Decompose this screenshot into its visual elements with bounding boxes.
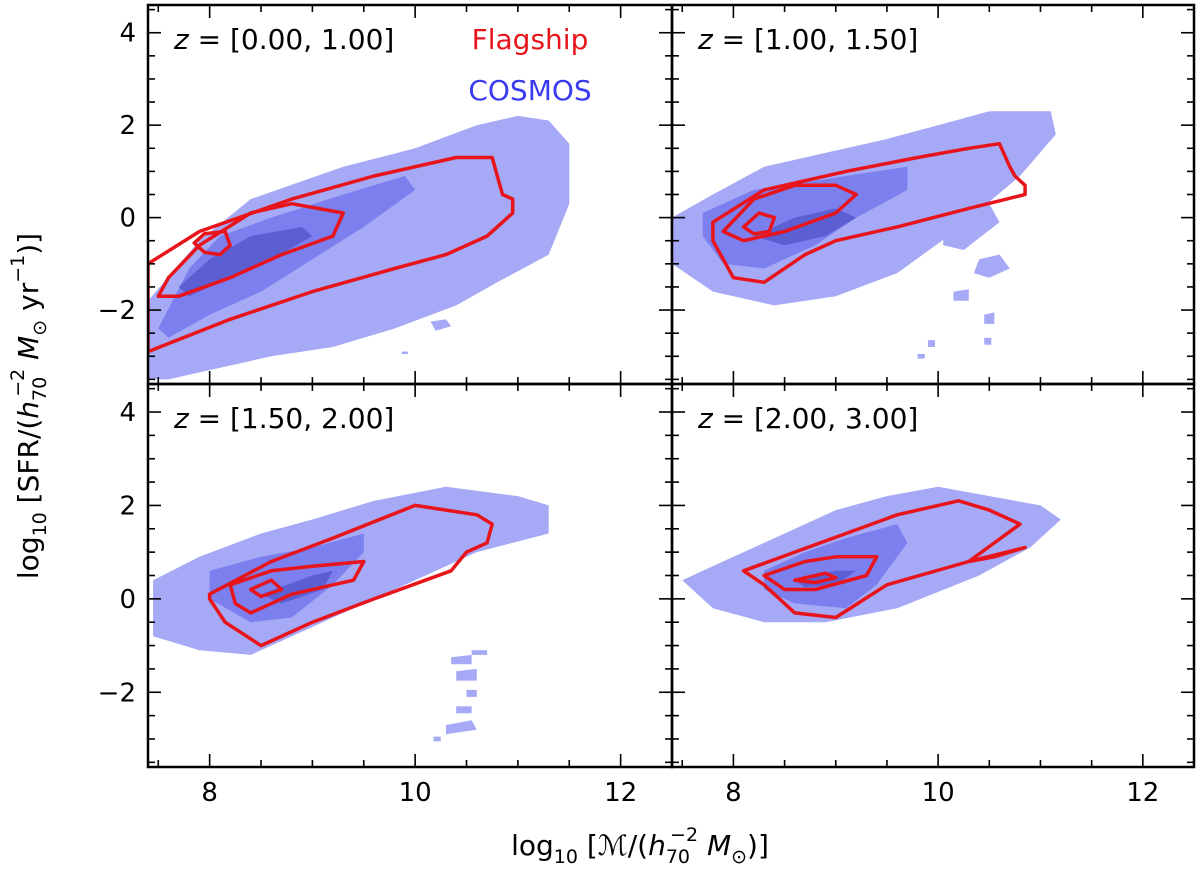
flagship-contour-1 (711, 141, 1027, 285)
cosmos-contour-island (917, 354, 925, 359)
cosmos-contour-island (433, 736, 441, 742)
y-tick-label: 2 (119, 491, 136, 521)
cosmos-contour-island (446, 720, 477, 735)
flagship-contour-1 (741, 499, 1027, 620)
cosmos-contour-inner (178, 226, 313, 297)
y-axis-label: log10 [SFR/(h70−2 M⊙ yr−1)] (7, 233, 51, 579)
panels: −2 0 2 4 z = [0.00, 1.00] Flagship COSMOS z = [… (98, 3, 1196, 808)
cosmos-contour-island (451, 654, 472, 665)
cosmos-contour-island (953, 289, 969, 301)
y-tick-label: 4 (119, 398, 136, 428)
legend-flagship: Flagship (472, 23, 589, 56)
flagship-contour-3 (741, 211, 777, 236)
cosmos-contour-island (943, 203, 1000, 250)
panel-1: −2 0 2 4 z = [0.00, 1.00] Flagship COSMOS (98, 3, 674, 386)
plot-area (153, 486, 549, 742)
cosmos-contour-island (456, 706, 472, 714)
cosmos-contour-island (927, 340, 935, 347)
cosmos-contour-island (430, 319, 452, 331)
panel-2: z = [1.00, 1.50] (670, 3, 1196, 386)
flagship-contour-3 (248, 578, 284, 599)
flagship-contour-1 (148, 155, 515, 354)
redshift-label: z = [0.00, 1.00] (173, 23, 394, 56)
x-axis-label: log10 [ℳ/(h70−2 M⊙)] (511, 824, 769, 868)
y-tick-label: 0 (119, 585, 136, 615)
axis-ticks (148, 5, 672, 384)
cosmos-contour-island (984, 337, 992, 345)
cosmos-contour-island (973, 254, 1010, 278)
cosmos-contour-middle (158, 176, 416, 338)
y-tick-label: 0 (119, 204, 136, 234)
legend: Flagship COSMOS (468, 23, 591, 107)
redshift-label: z = [1.50, 2.00] (173, 402, 394, 435)
cosmos-contour-outer (148, 115, 570, 380)
y-tick-label: −2 (98, 678, 136, 708)
y-tick-label: −2 (98, 296, 136, 326)
cosmos-contour-island (401, 351, 408, 354)
x-tick-label: 10 (399, 778, 432, 808)
cosmos-contour-island (456, 668, 477, 681)
flagship-contour-2 (156, 201, 345, 298)
flagship-contour-2 (228, 559, 366, 615)
redshift-label: z = [2.00, 3.00] (697, 402, 918, 435)
x-tick-label: 12 (1126, 778, 1159, 808)
cosmos-contour-island (984, 312, 995, 324)
cosmos-contour-island (466, 689, 477, 697)
plot-area (148, 115, 570, 380)
x-tick-label: 8 (201, 778, 218, 808)
cosmos-contour-inner (261, 570, 333, 604)
flagship-contour-2 (721, 183, 858, 243)
flagship-contour-3 (192, 229, 232, 257)
cosmos-contour-middle (764, 524, 908, 609)
y-tick-label: 4 (119, 19, 136, 49)
legend-cosmos: COSMOS (468, 74, 591, 107)
axis-ticks (672, 384, 1194, 767)
panel-4: 8 10 12 z = [2.00, 3.00] (670, 382, 1196, 808)
flagship-contour-1 (207, 503, 494, 648)
plot-area (672, 111, 1056, 359)
x-tick-label: 8 (725, 778, 742, 808)
panel-3: −2 0 2 4 8 10 12 z = [1.50, 2.00] (98, 382, 674, 808)
flagship-contour-2 (762, 555, 879, 592)
plot-area (682, 486, 1061, 623)
redshift-label: z = [1.00, 1.50] (697, 23, 918, 56)
axis-ticks (148, 384, 672, 767)
cosmos-contour-island (471, 650, 488, 655)
y-tick-label: 2 (119, 111, 136, 141)
x-tick-label: 10 (922, 778, 955, 808)
x-tick-label: 12 (604, 778, 637, 808)
cosmos-contour-inner (753, 208, 857, 246)
cosmos-contour-middle (209, 533, 364, 623)
flagship-contour-3 (793, 571, 838, 585)
